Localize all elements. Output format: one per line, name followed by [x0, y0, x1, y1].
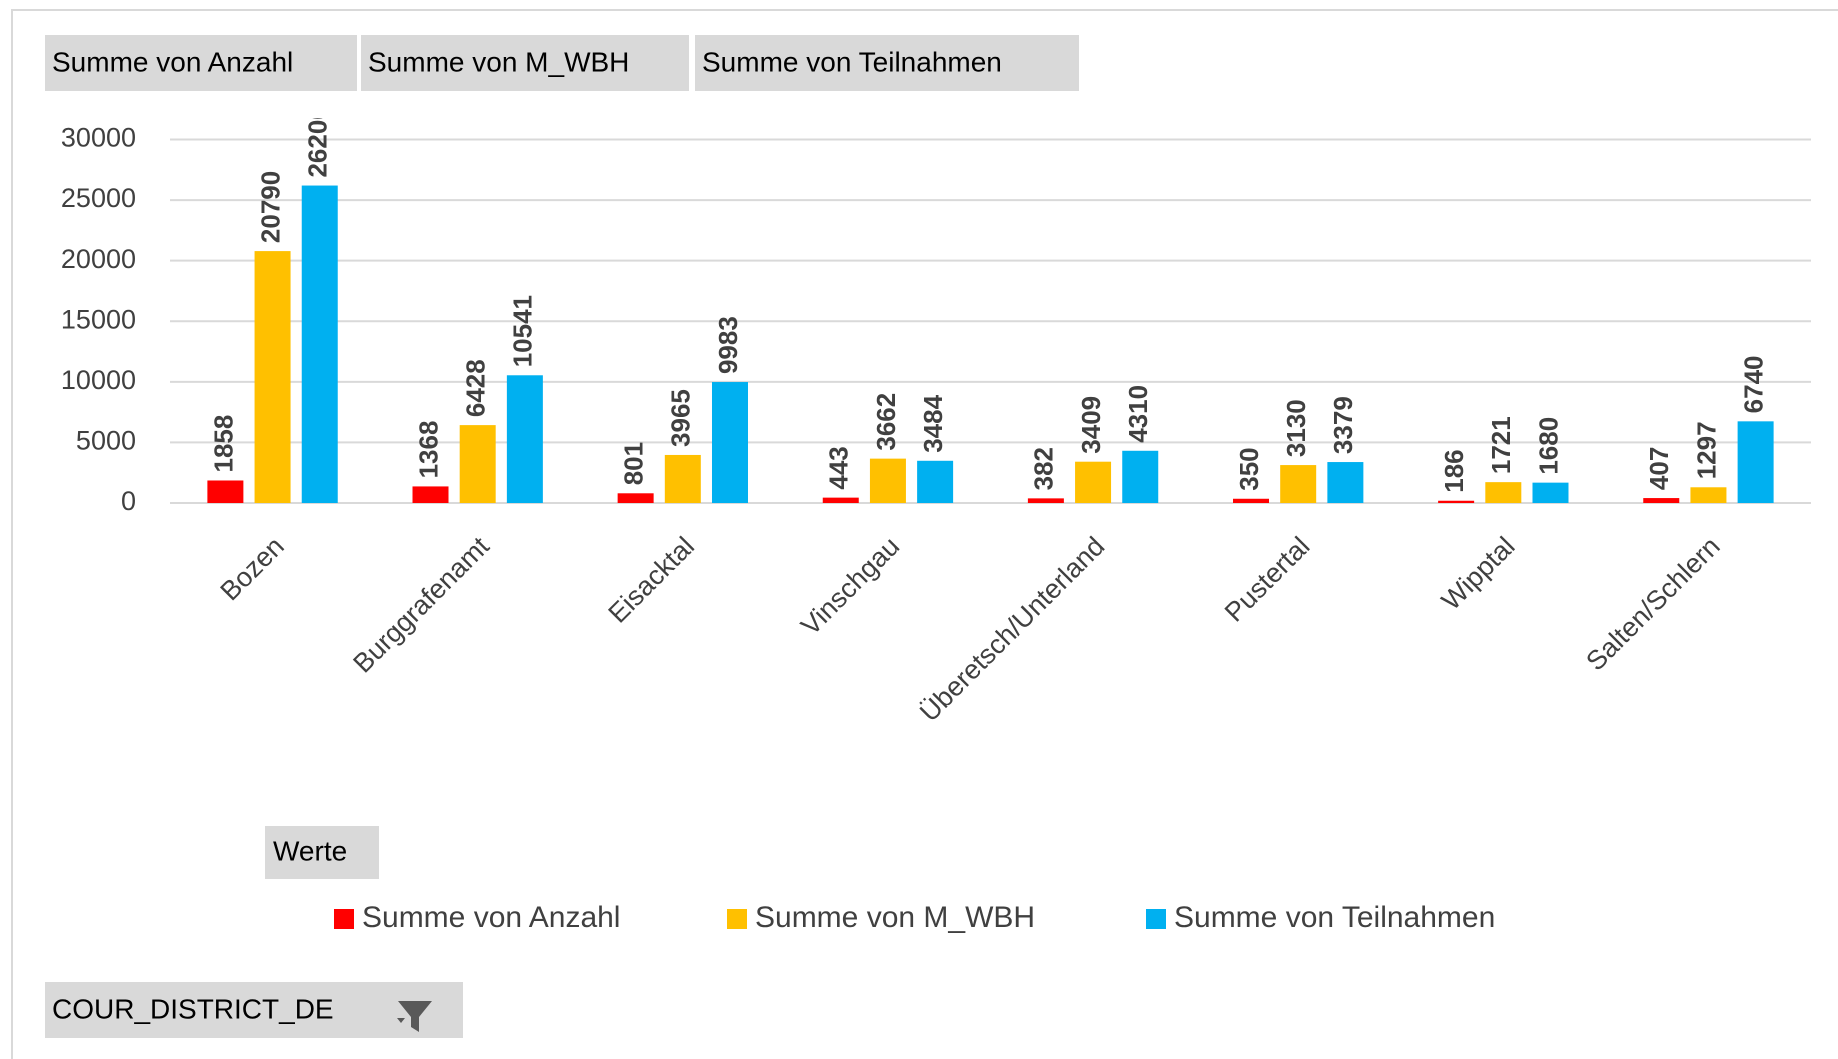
- bar: [917, 460, 954, 503]
- bar: [1532, 482, 1569, 503]
- value-label: 6428: [461, 359, 491, 417]
- y-tick-label: 5000: [76, 426, 136, 456]
- field-button-label: Summe von M_WBH: [368, 46, 629, 77]
- value-label: 186: [1439, 449, 1469, 492]
- bar: [1438, 500, 1475, 503]
- bar: [1233, 498, 1270, 503]
- value-label: 6740: [1738, 355, 1768, 413]
- legend-label: Summe von Anzahl: [362, 901, 620, 934]
- legend-swatch: [1146, 909, 1166, 929]
- filter-button[interactable]: [45, 982, 463, 1038]
- value-label: 10541: [508, 295, 538, 367]
- x-tick-label: Vinschgau: [795, 531, 905, 641]
- bar: [1327, 462, 1364, 503]
- bar: [1075, 461, 1112, 503]
- value-label: 1680: [1533, 417, 1563, 475]
- field-button[interactable]: [45, 35, 357, 91]
- filter-icon: [398, 1001, 432, 1032]
- value-label: 9983: [713, 316, 743, 374]
- field-button[interactable]: [361, 35, 689, 91]
- value-label: 1368: [413, 421, 443, 479]
- value-label: 3130: [1281, 399, 1311, 457]
- bar: [869, 458, 906, 503]
- bar: [1122, 450, 1159, 503]
- frame: [11, 9, 1838, 1059]
- value-label: 801: [619, 442, 649, 485]
- x-tick-label: Burggrafenamt: [347, 531, 495, 679]
- y-tick-label: 15000: [61, 304, 136, 334]
- bar: [207, 480, 244, 503]
- bar: [1280, 465, 1317, 503]
- bar: [1737, 421, 1774, 503]
- bar: [506, 375, 543, 503]
- value-label: 3662: [871, 393, 901, 451]
- x-tick-label: Eisacktal: [602, 531, 700, 629]
- bar: [1643, 498, 1680, 503]
- y-tick-label: 0: [121, 486, 136, 516]
- value-labels: 1858 20790 26200 1368 6428 10541 801 3965 9983 44…: [208, 105, 1768, 493]
- x-tick-label: Überetsch/Unterland: [914, 531, 1110, 727]
- bar: [1690, 487, 1727, 503]
- field-buttons: Summe von Anzahl Summe von M_WBH Summe v…: [45, 35, 1079, 1038]
- bar: [412, 486, 449, 503]
- bar: [664, 454, 701, 503]
- bar: [822, 497, 859, 503]
- legend-label: Summe von M_WBH: [755, 901, 1035, 934]
- value-label: 1721: [1486, 416, 1516, 474]
- dropdown-icon: [397, 1018, 405, 1023]
- value-label: 443: [824, 446, 854, 489]
- value-label: 3409: [1076, 396, 1106, 454]
- value-label: 1858: [208, 415, 238, 473]
- value-label: 20790: [255, 171, 285, 243]
- x-tick-label: Wipptal: [1436, 531, 1521, 616]
- value-label: 3965: [666, 389, 696, 447]
- field-button-label: Summe von Anzahl: [52, 46, 293, 77]
- legend-swatch: [334, 909, 354, 929]
- filter-field: COUR_DISTRICT_DE: [52, 993, 334, 1024]
- x-tick-label: Salten/Schlern: [1580, 531, 1725, 676]
- bar: [459, 425, 496, 503]
- value-label: 382: [1029, 447, 1059, 490]
- value-label: 3484: [918, 394, 948, 452]
- y-tick-label: 25000: [61, 183, 136, 213]
- legend-swatch: [727, 909, 747, 929]
- legend-label: Summe von Teilnahmen: [1174, 901, 1495, 934]
- bar: [1485, 482, 1522, 503]
- legend-field-button[interactable]: [265, 826, 379, 879]
- y-tick-label: 30000: [61, 123, 136, 153]
- legend-title: Werte: [273, 835, 347, 866]
- y-tick-label: 20000: [61, 244, 136, 274]
- value-label: 407: [1644, 447, 1674, 490]
- y-tick-label: 10000: [61, 365, 136, 395]
- bar: [711, 382, 748, 503]
- value-label: 3379: [1328, 396, 1358, 454]
- field-button-label: Summe von Teilnahmen: [702, 46, 1002, 77]
- x-tick-label: Pustertal: [1219, 531, 1316, 628]
- value-label: 350: [1234, 447, 1264, 490]
- bar: [617, 493, 654, 503]
- x-tick-label: Bozen: [214, 531, 289, 606]
- value-label: 4310: [1123, 385, 1153, 443]
- value-label: 1297: [1691, 421, 1721, 479]
- field-button[interactable]: [695, 35, 1079, 91]
- bar: [1027, 498, 1064, 503]
- value-label: 26200: [303, 105, 333, 177]
- bar: [301, 185, 338, 503]
- bar: [254, 251, 291, 503]
